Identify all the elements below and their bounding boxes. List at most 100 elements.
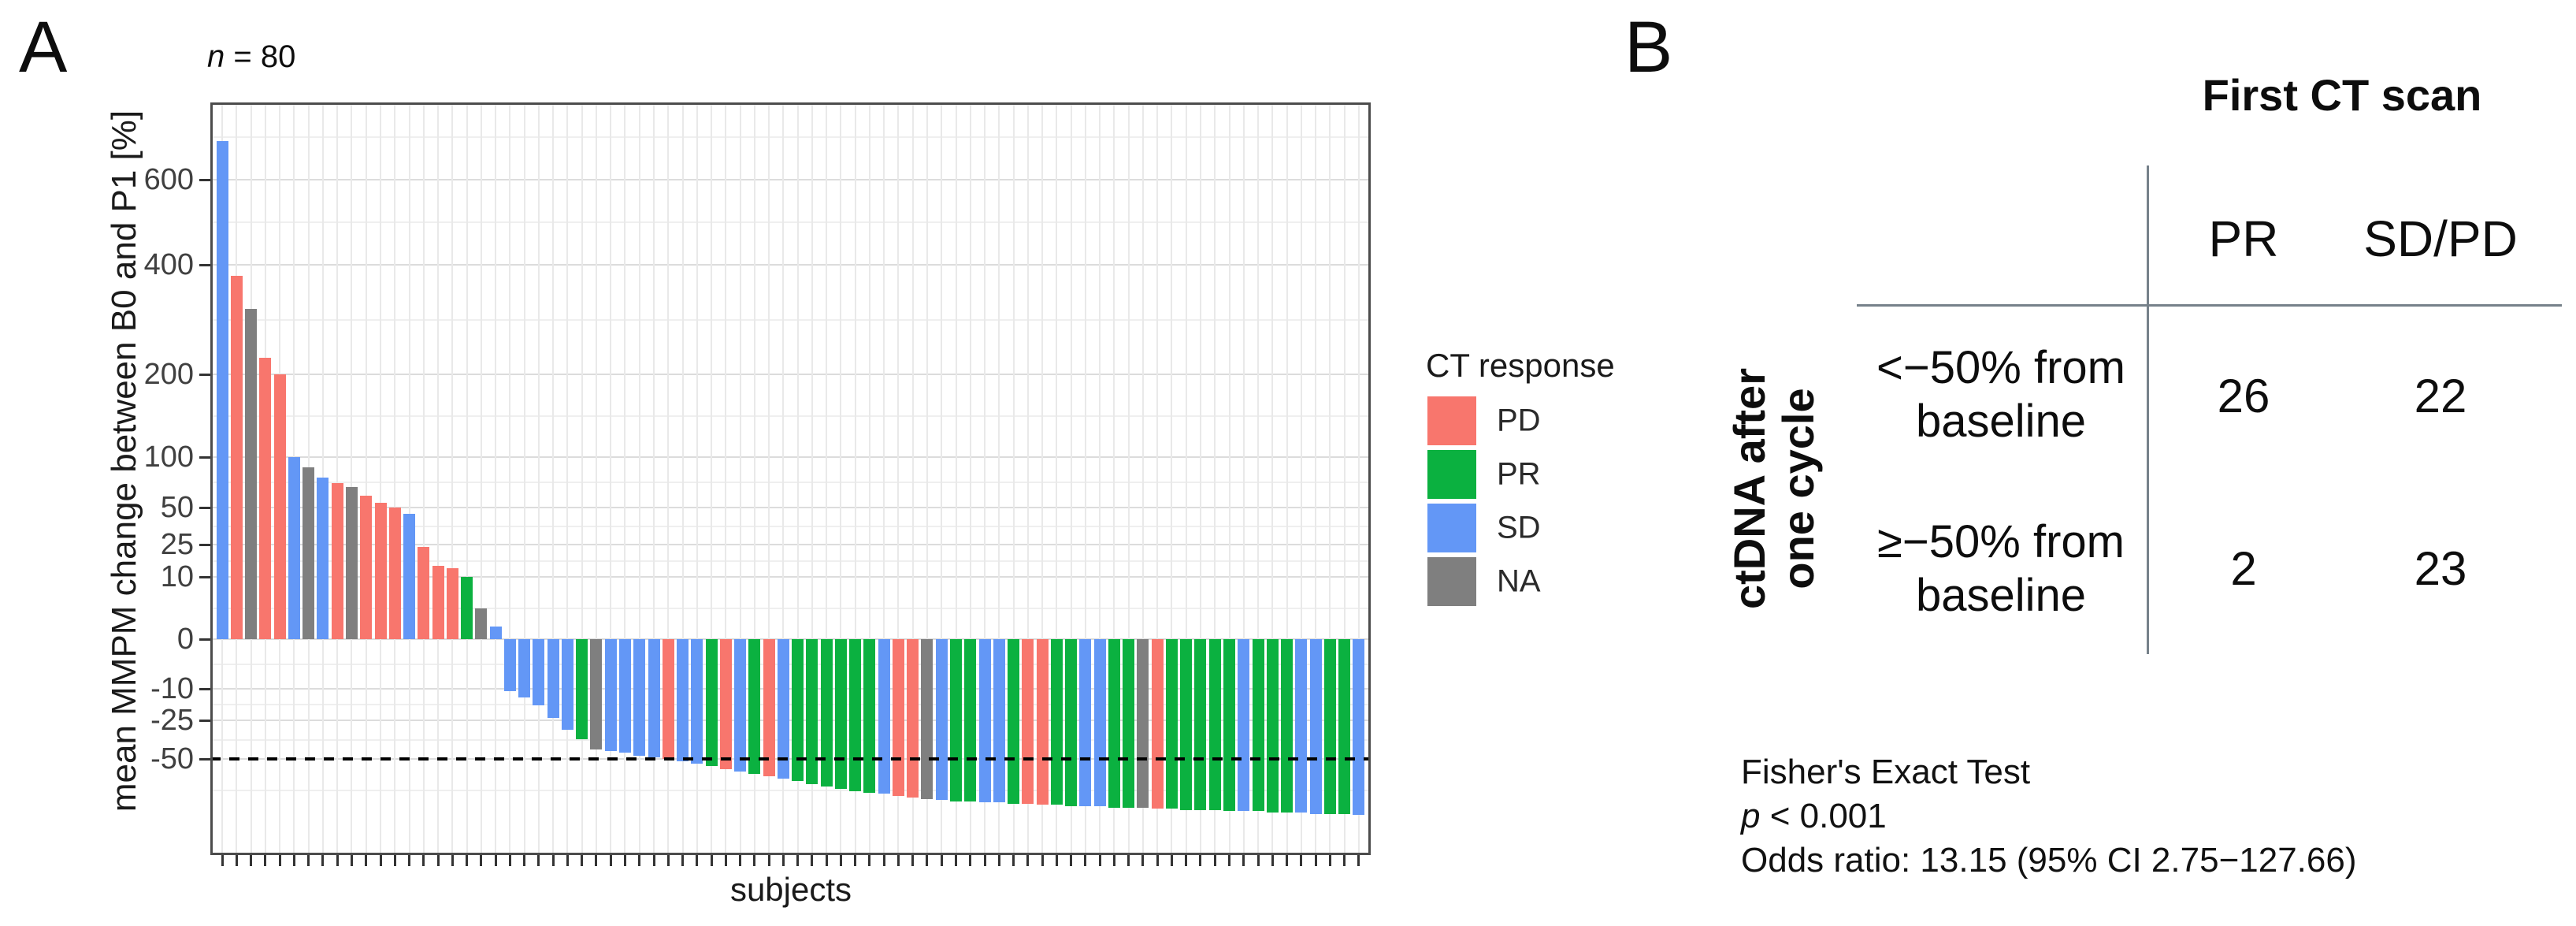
major-gridline: [213, 544, 1368, 545]
waterfall-bar-pr: [1050, 639, 1063, 805]
vertical-gridline: [1070, 105, 1072, 853]
waterfall-bar-sd: [288, 457, 300, 639]
waterfall-bar-sd: [1295, 639, 1308, 813]
cell-row2-sdpd: 23: [2414, 542, 2467, 595]
minor-gridline: [213, 221, 1368, 223]
x-axis-tick: [365, 855, 368, 866]
waterfall-bar-na: [303, 467, 315, 639]
x-axis-tick: [983, 855, 986, 866]
waterfall-bar-pr: [863, 639, 876, 793]
vertical-gridline: [1214, 105, 1216, 853]
x-axis-tick: [566, 855, 569, 866]
x-axis-tick: [1328, 855, 1331, 866]
waterfall-bar-pr: [1252, 639, 1264, 812]
x-axis-tick: [508, 855, 511, 866]
reference-line-minus50: [210, 757, 1371, 761]
x-axis-tick: [235, 855, 238, 866]
vertical-gridline: [509, 105, 511, 853]
waterfall-bar-pr: [964, 639, 977, 801]
vertical-gridline: [1199, 105, 1201, 853]
waterfall-bar-pr: [1108, 639, 1120, 808]
major-gridline: [213, 688, 1368, 690]
vertical-gridline: [624, 105, 626, 853]
waterfall-bar-sd: [1079, 639, 1092, 807]
waterfall-bar-pd: [230, 275, 243, 639]
y-tick-label: 50: [160, 491, 194, 524]
x-axis-tick: [955, 855, 958, 866]
y-axis-tick: [199, 719, 210, 722]
waterfall-bar-pd: [418, 546, 430, 639]
y-axis-tick: [199, 456, 210, 459]
x-axis-tick: [896, 855, 900, 866]
x-axis-tick: [292, 855, 295, 866]
legend-item-pr: PR: [1426, 450, 1662, 499]
waterfall-bar-pr: [748, 639, 761, 774]
x-axis-tick: [1070, 855, 1073, 866]
waterfall-bar-pr: [705, 639, 718, 767]
vertical-gridline: [1099, 105, 1101, 853]
waterfall-bar-sd: [993, 639, 1005, 803]
vertical-gridline: [365, 105, 367, 853]
x-axis-tick: [321, 855, 325, 866]
x-axis-tick: [796, 855, 800, 866]
x-axis-tick: [1343, 855, 1346, 866]
x-axis-tick: [1357, 855, 1360, 866]
vertical-gridline: [897, 105, 900, 853]
vertical-gridline: [566, 105, 569, 853]
x-axis-tick: [623, 855, 626, 866]
x-axis-tick: [739, 855, 742, 866]
x-axis-tick: [537, 855, 540, 866]
stats-block: Fisher's Exact Test p < 0.001 Odds ratio…: [1741, 750, 2357, 883]
vertical-gridline: [380, 105, 382, 853]
waterfall-bar-sd: [547, 639, 559, 719]
vertical-gridline: [451, 105, 454, 853]
waterfall-bar-sd: [878, 639, 890, 794]
vertical-gridline: [1286, 105, 1288, 853]
vertical-gridline: [1056, 105, 1058, 853]
stats-p-symbol: p: [1741, 797, 1761, 835]
waterfall-bar-pr: [1008, 639, 1020, 804]
waterfall-bar-pd: [662, 639, 674, 759]
vertical-gridline: [711, 105, 713, 853]
vertical-gridline: [1271, 105, 1274, 853]
waterfall-bar-sd: [604, 639, 617, 752]
minor-gridline: [213, 525, 1368, 527]
waterfall-bar-na: [475, 608, 488, 639]
vertical-gridline: [854, 105, 856, 853]
x-axis-tick: [825, 855, 828, 866]
row-label-below-minus50: <−50% from baseline: [1804, 341, 2198, 448]
waterfall-bar-pr: [1123, 639, 1135, 808]
minor-gridline: [213, 482, 1368, 483]
waterfall-bar-pr: [1065, 639, 1078, 807]
vertical-gridline: [537, 105, 540, 853]
x-axis-tick: [781, 855, 785, 866]
waterfall-bar-sd: [1309, 639, 1322, 814]
waterfall-bar-pr: [950, 639, 963, 801]
x-axis-tick: [1112, 855, 1115, 866]
x-axis-tick: [609, 855, 612, 866]
vertical-gridline: [495, 105, 497, 853]
vertical-gridline: [1300, 105, 1302, 853]
vertical-gridline: [351, 105, 353, 853]
vertical-gridline: [408, 105, 410, 853]
waterfall-bar-pr: [1165, 639, 1178, 809]
x-axis-tick: [221, 855, 224, 866]
x-axis-tick: [1156, 855, 1159, 866]
x-axis-tick: [882, 855, 885, 866]
contingency-table-header: First CT scan: [2202, 70, 2482, 120]
x-axis-tick: [250, 855, 253, 866]
x-axis-tick: [278, 855, 281, 866]
waterfall-bar-pr: [792, 639, 804, 782]
vertical-gridline: [1127, 105, 1130, 853]
minor-gridline: [213, 415, 1368, 417]
x-axis-tick: [1041, 855, 1044, 866]
waterfall-bar-sd: [677, 639, 689, 762]
minor-gridline: [213, 560, 1368, 562]
x-axis-tick: [1055, 855, 1058, 866]
waterfall-bar-sd: [533, 639, 545, 706]
table-horizontal-divider: [1857, 304, 2562, 307]
x-axis-tick: [393, 855, 396, 866]
waterfall-bar-pd: [763, 639, 775, 777]
waterfall-bar-pr: [1338, 639, 1351, 814]
x-axis-label: subjects: [729, 871, 852, 908]
